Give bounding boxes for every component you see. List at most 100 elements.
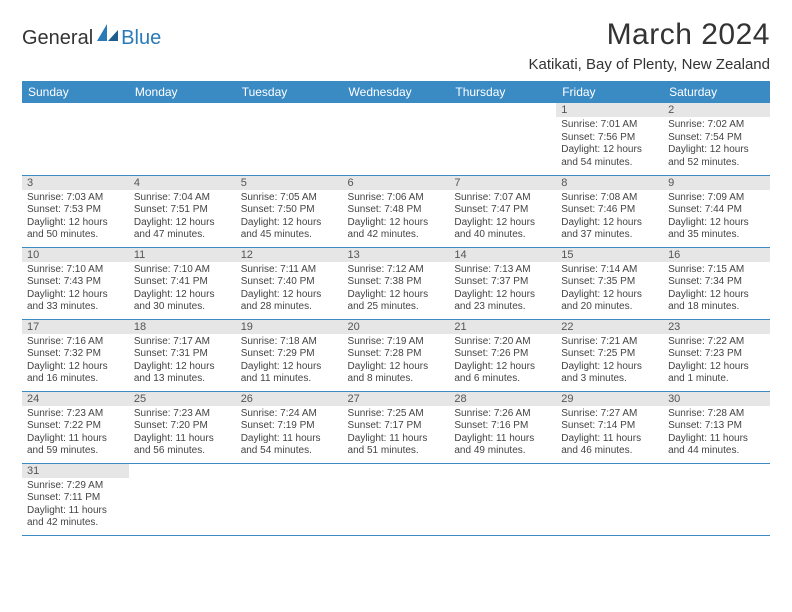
calendar-cell: 17Sunrise: 7:16 AMSunset: 7:32 PMDayligh… xyxy=(22,319,129,391)
calendar-cell xyxy=(449,463,556,535)
calendar-cell: 27Sunrise: 7:25 AMSunset: 7:17 PMDayligh… xyxy=(343,391,450,463)
weekday-header: Wednesday xyxy=(343,81,450,103)
day-number: 15 xyxy=(556,248,663,262)
day-info: Sunrise: 7:09 AMSunset: 7:44 PMDaylight:… xyxy=(663,190,770,245)
calendar-cell: 25Sunrise: 7:23 AMSunset: 7:20 PMDayligh… xyxy=(129,391,236,463)
day-number: 12 xyxy=(236,248,343,262)
weekday-header: Tuesday xyxy=(236,81,343,103)
day-info: Sunrise: 7:16 AMSunset: 7:32 PMDaylight:… xyxy=(22,334,129,389)
calendar-cell: 12Sunrise: 7:11 AMSunset: 7:40 PMDayligh… xyxy=(236,247,343,319)
day-info: Sunrise: 7:08 AMSunset: 7:46 PMDaylight:… xyxy=(556,190,663,245)
calendar-cell: 28Sunrise: 7:26 AMSunset: 7:16 PMDayligh… xyxy=(449,391,556,463)
day-number: 20 xyxy=(343,320,450,334)
calendar-cell: 20Sunrise: 7:19 AMSunset: 7:28 PMDayligh… xyxy=(343,319,450,391)
day-number: 23 xyxy=(663,320,770,334)
day-info: Sunrise: 7:13 AMSunset: 7:37 PMDaylight:… xyxy=(449,262,556,317)
calendar-cell xyxy=(236,103,343,175)
calendar-cell: 15Sunrise: 7:14 AMSunset: 7:35 PMDayligh… xyxy=(556,247,663,319)
day-number: 6 xyxy=(343,176,450,190)
weekday-header: Saturday xyxy=(663,81,770,103)
calendar-table: SundayMondayTuesdayWednesdayThursdayFrid… xyxy=(22,81,770,536)
day-number: 29 xyxy=(556,392,663,406)
calendar-cell xyxy=(449,103,556,175)
calendar-week: 31Sunrise: 7:29 AMSunset: 7:11 PMDayligh… xyxy=(22,463,770,535)
calendar-cell xyxy=(129,463,236,535)
day-info: Sunrise: 7:29 AMSunset: 7:11 PMDaylight:… xyxy=(22,478,129,533)
day-number: 18 xyxy=(129,320,236,334)
day-number: 27 xyxy=(343,392,450,406)
day-number: 31 xyxy=(22,464,129,478)
calendar-week: 3Sunrise: 7:03 AMSunset: 7:53 PMDaylight… xyxy=(22,175,770,247)
calendar-cell: 4Sunrise: 7:04 AMSunset: 7:51 PMDaylight… xyxy=(129,175,236,247)
day-number: 9 xyxy=(663,176,770,190)
calendar-cell: 13Sunrise: 7:12 AMSunset: 7:38 PMDayligh… xyxy=(343,247,450,319)
day-number: 19 xyxy=(236,320,343,334)
brand-logo: General Blue xyxy=(22,18,161,52)
header-bar: General Blue March 2024 Katikati, Bay of… xyxy=(22,18,770,73)
calendar-cell: 1Sunrise: 7:01 AMSunset: 7:56 PMDaylight… xyxy=(556,103,663,175)
calendar-cell: 10Sunrise: 7:10 AMSunset: 7:43 PMDayligh… xyxy=(22,247,129,319)
day-number: 21 xyxy=(449,320,556,334)
day-info: Sunrise: 7:23 AMSunset: 7:22 PMDaylight:… xyxy=(22,406,129,461)
day-number: 8 xyxy=(556,176,663,190)
day-number: 16 xyxy=(663,248,770,262)
day-info: Sunrise: 7:11 AMSunset: 7:40 PMDaylight:… xyxy=(236,262,343,317)
day-info: Sunrise: 7:10 AMSunset: 7:43 PMDaylight:… xyxy=(22,262,129,317)
calendar-cell xyxy=(343,463,450,535)
day-info: Sunrise: 7:19 AMSunset: 7:28 PMDaylight:… xyxy=(343,334,450,389)
calendar-cell: 18Sunrise: 7:17 AMSunset: 7:31 PMDayligh… xyxy=(129,319,236,391)
brand-part1: General xyxy=(22,27,93,50)
day-info: Sunrise: 7:06 AMSunset: 7:48 PMDaylight:… xyxy=(343,190,450,245)
calendar-cell: 3Sunrise: 7:03 AMSunset: 7:53 PMDaylight… xyxy=(22,175,129,247)
day-number: 5 xyxy=(236,176,343,190)
calendar-body: 1Sunrise: 7:01 AMSunset: 7:56 PMDaylight… xyxy=(22,103,770,535)
day-number: 10 xyxy=(22,248,129,262)
calendar-cell: 19Sunrise: 7:18 AMSunset: 7:29 PMDayligh… xyxy=(236,319,343,391)
day-info: Sunrise: 7:22 AMSunset: 7:23 PMDaylight:… xyxy=(663,334,770,389)
calendar-cell: 11Sunrise: 7:10 AMSunset: 7:41 PMDayligh… xyxy=(129,247,236,319)
calendar-cell: 5Sunrise: 7:05 AMSunset: 7:50 PMDaylight… xyxy=(236,175,343,247)
weekday-header: Friday xyxy=(556,81,663,103)
calendar-cell: 22Sunrise: 7:21 AMSunset: 7:25 PMDayligh… xyxy=(556,319,663,391)
day-info: Sunrise: 7:01 AMSunset: 7:56 PMDaylight:… xyxy=(556,117,663,172)
calendar-cell: 30Sunrise: 7:28 AMSunset: 7:13 PMDayligh… xyxy=(663,391,770,463)
day-info: Sunrise: 7:04 AMSunset: 7:51 PMDaylight:… xyxy=(129,190,236,245)
calendar-week: 17Sunrise: 7:16 AMSunset: 7:32 PMDayligh… xyxy=(22,319,770,391)
calendar-cell xyxy=(236,463,343,535)
calendar-cell: 24Sunrise: 7:23 AMSunset: 7:22 PMDayligh… xyxy=(22,391,129,463)
day-info: Sunrise: 7:05 AMSunset: 7:50 PMDaylight:… xyxy=(236,190,343,245)
day-info: Sunrise: 7:20 AMSunset: 7:26 PMDaylight:… xyxy=(449,334,556,389)
day-info: Sunrise: 7:26 AMSunset: 7:16 PMDaylight:… xyxy=(449,406,556,461)
day-number: 2 xyxy=(663,103,770,117)
day-info: Sunrise: 7:15 AMSunset: 7:34 PMDaylight:… xyxy=(663,262,770,317)
day-info: Sunrise: 7:18 AMSunset: 7:29 PMDaylight:… xyxy=(236,334,343,389)
day-info: Sunrise: 7:14 AMSunset: 7:35 PMDaylight:… xyxy=(556,262,663,317)
day-number: 28 xyxy=(449,392,556,406)
calendar-week: 10Sunrise: 7:10 AMSunset: 7:43 PMDayligh… xyxy=(22,247,770,319)
day-number: 14 xyxy=(449,248,556,262)
weekday-header: Thursday xyxy=(449,81,556,103)
calendar-cell: 21Sunrise: 7:20 AMSunset: 7:26 PMDayligh… xyxy=(449,319,556,391)
day-number: 7 xyxy=(449,176,556,190)
day-info: Sunrise: 7:12 AMSunset: 7:38 PMDaylight:… xyxy=(343,262,450,317)
calendar-cell: 7Sunrise: 7:07 AMSunset: 7:47 PMDaylight… xyxy=(449,175,556,247)
page-title: March 2024 xyxy=(528,18,770,52)
day-number: 3 xyxy=(22,176,129,190)
day-info: Sunrise: 7:24 AMSunset: 7:19 PMDaylight:… xyxy=(236,406,343,461)
calendar-cell: 31Sunrise: 7:29 AMSunset: 7:11 PMDayligh… xyxy=(22,463,129,535)
day-number: 11 xyxy=(129,248,236,262)
calendar-cell xyxy=(343,103,450,175)
sail-icon xyxy=(97,24,119,42)
day-info: Sunrise: 7:03 AMSunset: 7:53 PMDaylight:… xyxy=(22,190,129,245)
day-number: 25 xyxy=(129,392,236,406)
calendar-cell xyxy=(663,463,770,535)
calendar-head: SundayMondayTuesdayWednesdayThursdayFrid… xyxy=(22,81,770,103)
calendar-week: 1Sunrise: 7:01 AMSunset: 7:56 PMDaylight… xyxy=(22,103,770,175)
day-number: 26 xyxy=(236,392,343,406)
day-number: 24 xyxy=(22,392,129,406)
day-number: 13 xyxy=(343,248,450,262)
calendar-cell: 14Sunrise: 7:13 AMSunset: 7:37 PMDayligh… xyxy=(449,247,556,319)
calendar-week: 24Sunrise: 7:23 AMSunset: 7:22 PMDayligh… xyxy=(22,391,770,463)
calendar-cell: 29Sunrise: 7:27 AMSunset: 7:14 PMDayligh… xyxy=(556,391,663,463)
day-number: 17 xyxy=(22,320,129,334)
